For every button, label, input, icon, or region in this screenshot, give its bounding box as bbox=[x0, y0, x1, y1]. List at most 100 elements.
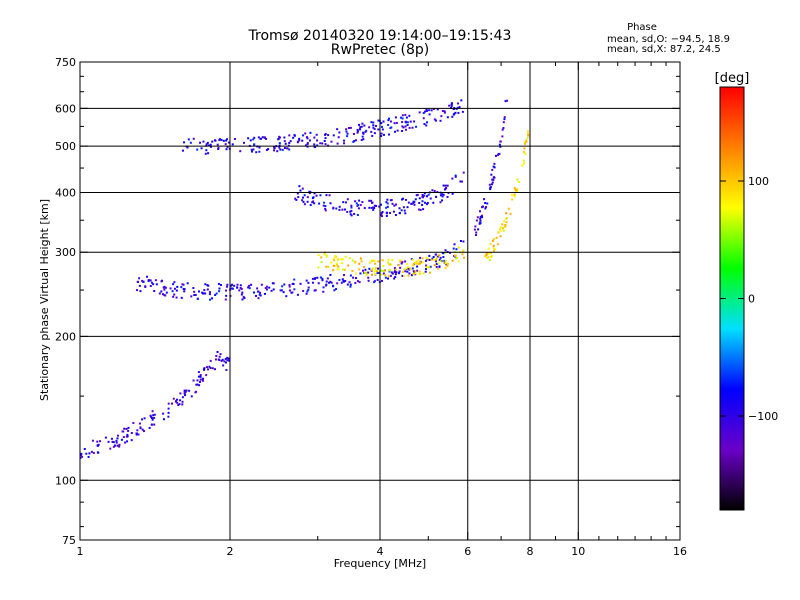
data-point bbox=[289, 140, 292, 143]
data-point bbox=[503, 118, 506, 121]
data-point bbox=[183, 141, 186, 144]
data-point bbox=[362, 131, 365, 134]
data-point bbox=[441, 195, 444, 198]
data-point bbox=[291, 291, 294, 294]
data-point bbox=[444, 267, 447, 270]
data-point bbox=[406, 267, 409, 270]
data-point bbox=[332, 134, 335, 137]
data-point bbox=[429, 197, 432, 200]
data-point bbox=[162, 418, 165, 421]
data-point bbox=[356, 214, 359, 217]
data-point bbox=[136, 280, 139, 283]
data-point bbox=[270, 289, 273, 292]
data-point bbox=[224, 361, 227, 364]
data-point bbox=[224, 143, 227, 146]
data-point bbox=[204, 152, 207, 155]
data-point bbox=[173, 281, 176, 284]
data-point bbox=[393, 271, 396, 274]
data-point bbox=[457, 260, 460, 263]
data-point bbox=[144, 285, 147, 288]
data-point bbox=[418, 111, 421, 114]
data-point bbox=[372, 126, 375, 129]
data-point bbox=[192, 287, 195, 290]
data-point bbox=[413, 200, 416, 203]
data-point bbox=[167, 402, 170, 405]
data-point bbox=[524, 152, 527, 155]
data-point bbox=[332, 269, 335, 272]
data-point bbox=[176, 285, 179, 288]
data-point bbox=[155, 283, 158, 286]
data-point bbox=[139, 426, 142, 429]
data-point bbox=[450, 104, 453, 107]
data-point bbox=[305, 136, 308, 139]
data-point bbox=[265, 137, 268, 140]
data-point bbox=[391, 272, 394, 275]
data-point bbox=[323, 139, 326, 142]
data-point bbox=[172, 283, 175, 286]
data-point bbox=[267, 148, 270, 151]
data-point bbox=[258, 150, 261, 153]
data-point bbox=[313, 289, 316, 292]
data-point bbox=[164, 286, 167, 289]
data-point bbox=[337, 265, 340, 268]
data-point bbox=[322, 290, 325, 293]
data-point bbox=[493, 166, 496, 169]
data-point bbox=[414, 270, 417, 273]
data-point bbox=[446, 195, 449, 198]
data-point bbox=[373, 132, 376, 135]
data-point bbox=[490, 183, 493, 186]
data-point bbox=[421, 195, 424, 198]
data-point bbox=[196, 379, 199, 382]
data-point bbox=[259, 294, 262, 297]
data-point bbox=[223, 360, 226, 363]
data-point bbox=[416, 193, 419, 196]
data-point bbox=[279, 289, 282, 292]
data-point bbox=[197, 371, 200, 374]
data-point bbox=[255, 294, 258, 297]
data-point bbox=[370, 121, 373, 124]
data-point bbox=[343, 142, 346, 145]
data-point bbox=[316, 144, 319, 147]
x-axis-label: Frequency [MHz] bbox=[334, 557, 426, 570]
data-point bbox=[485, 252, 488, 255]
data-point bbox=[378, 271, 381, 274]
data-point bbox=[311, 281, 314, 284]
data-point bbox=[225, 148, 228, 151]
data-point bbox=[383, 269, 386, 272]
data-point bbox=[302, 134, 305, 137]
data-point bbox=[205, 149, 208, 152]
data-point bbox=[421, 193, 424, 196]
data-point bbox=[323, 201, 326, 204]
data-point bbox=[321, 142, 324, 145]
data-point bbox=[315, 133, 318, 136]
phase-info-o: mean, sd,O: −94.5, 18.9 bbox=[607, 34, 730, 45]
data-point bbox=[288, 284, 291, 287]
data-point bbox=[185, 389, 188, 392]
data-point bbox=[91, 439, 94, 442]
data-point bbox=[423, 123, 426, 126]
data-point bbox=[406, 124, 409, 127]
data-point bbox=[348, 281, 351, 284]
data-point bbox=[218, 287, 221, 290]
data-point bbox=[206, 288, 209, 291]
chart-subtitle: RwPretec (8p) bbox=[331, 42, 429, 58]
data-point bbox=[149, 279, 152, 282]
data-point bbox=[475, 231, 478, 234]
data-point bbox=[193, 293, 196, 296]
data-point bbox=[317, 282, 320, 285]
data-point bbox=[265, 288, 268, 291]
data-point bbox=[439, 119, 442, 122]
data-point bbox=[402, 206, 405, 209]
data-point bbox=[226, 285, 229, 288]
data-point bbox=[298, 139, 301, 142]
data-point bbox=[390, 126, 393, 129]
data-point bbox=[251, 150, 254, 153]
data-point bbox=[306, 200, 309, 203]
data-point bbox=[422, 112, 425, 115]
data-point bbox=[415, 262, 418, 265]
data-point bbox=[372, 121, 375, 124]
data-point bbox=[408, 126, 411, 129]
data-point bbox=[395, 268, 398, 271]
data-point bbox=[344, 201, 347, 204]
data-point bbox=[136, 429, 139, 432]
